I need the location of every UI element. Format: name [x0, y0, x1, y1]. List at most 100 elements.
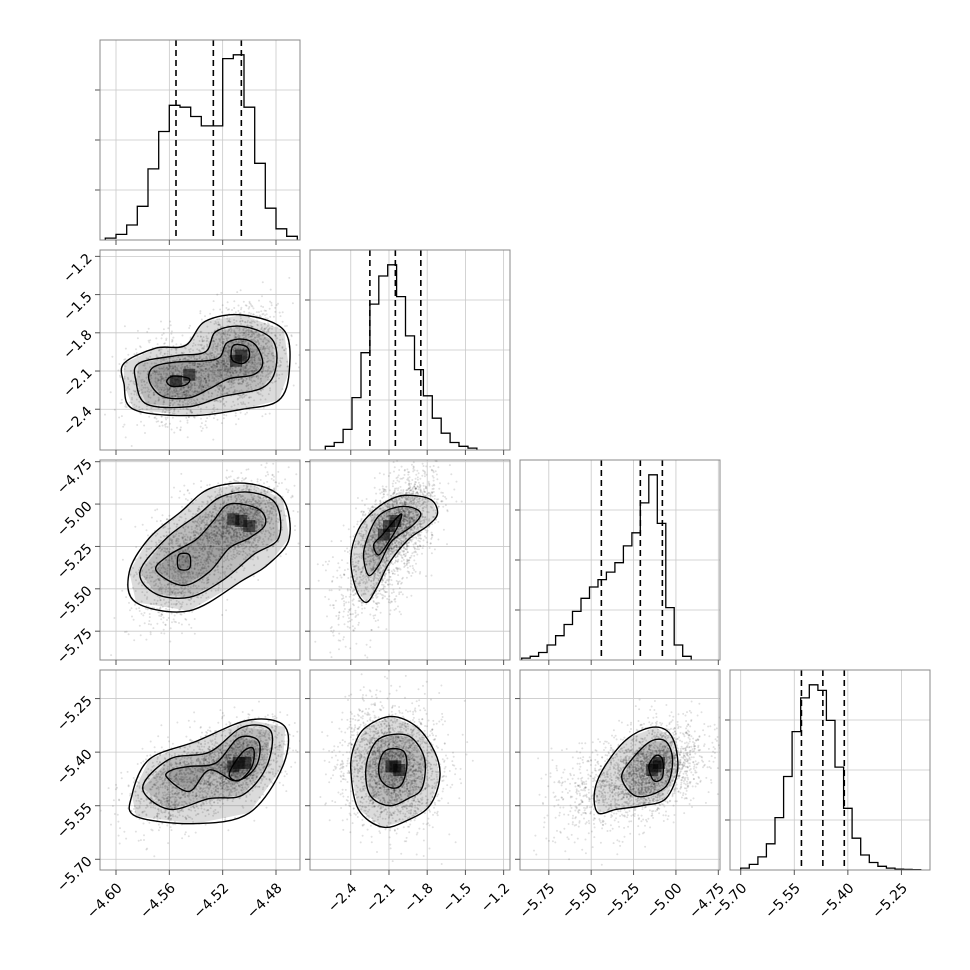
- scatter-point: [227, 349, 230, 352]
- scatter-point: [243, 342, 246, 344]
- scatter-point: [198, 390, 201, 393]
- scatter-point: [242, 372, 245, 375]
- scatter-point: [271, 381, 274, 384]
- scatter-point: [262, 488, 265, 490]
- scatter-point: [197, 366, 199, 369]
- scatter-point: [218, 368, 221, 371]
- scatter-point: [225, 346, 227, 349]
- scatter-point: [242, 367, 245, 370]
- scatter-point: [248, 333, 251, 336]
- scatter-point: [227, 366, 230, 369]
- scatter-point: [249, 383, 252, 386]
- scatter-point: [143, 622, 146, 625]
- scatter-point: [165, 374, 168, 377]
- scatter-point: [249, 367, 252, 370]
- scatter-point: [266, 341, 269, 344]
- scatter-point: [242, 340, 245, 343]
- scatter-point: [229, 334, 232, 337]
- scatter-point: [208, 374, 211, 376]
- scatter-point: [182, 386, 185, 389]
- scatter-point: [194, 390, 196, 393]
- scatter-point: [292, 384, 295, 387]
- scatter-point: [189, 348, 192, 350]
- scatter-point: [194, 382, 196, 385]
- scatter-point: [180, 573, 183, 576]
- scatter-point: [279, 334, 282, 336]
- scatter-point: [199, 355, 202, 358]
- scatter-point: [196, 335, 199, 338]
- scatter-point: [186, 549, 189, 551]
- scatter-point: [240, 395, 243, 398]
- scatter-point: [163, 386, 166, 389]
- scatter-point: [169, 387, 171, 390]
- scatter-point: [200, 417, 202, 420]
- scatter-point: [230, 380, 233, 383]
- scatter-point: [219, 371, 221, 374]
- scatter-point: [251, 361, 254, 364]
- scatter-point: [219, 338, 222, 341]
- scatter-point: [143, 380, 146, 383]
- scatter-point: [248, 329, 251, 332]
- scatter-point: [253, 330, 256, 332]
- scatter-point: [244, 365, 247, 368]
- scatter-point: [233, 341, 236, 344]
- scatter-point: [268, 307, 271, 310]
- scatter-point: [212, 404, 215, 407]
- scatter-point: [222, 362, 225, 365]
- scatter-point: [233, 404, 236, 407]
- scatter-point: [221, 338, 224, 340]
- scatter-point: [176, 394, 179, 397]
- scatter-point: [226, 333, 229, 336]
- scatter-point: [194, 533, 197, 536]
- scatter-point: [160, 348, 163, 351]
- scatter-point: [138, 624, 141, 627]
- scatter-point: [184, 357, 187, 360]
- scatter-point: [229, 374, 232, 377]
- scatter-point: [224, 364, 227, 367]
- scatter-point: [259, 363, 262, 366]
- scatter-point: [165, 339, 168, 342]
- scatter-point: [262, 366, 265, 369]
- scatter-point: [193, 364, 195, 367]
- scatter-point: [167, 601, 170, 604]
- scatter-point: [245, 364, 248, 367]
- scatter-point: [234, 311, 237, 314]
- scatter-point: [171, 373, 174, 376]
- scatter-point: [209, 353, 212, 356]
- scatter-point: [259, 381, 262, 384]
- scatter-point: [244, 379, 247, 382]
- scatter-point: [253, 355, 256, 358]
- scatter-point: [239, 332, 242, 335]
- scatter-point: [267, 330, 269, 333]
- scatter-point: [263, 330, 266, 333]
- scatter-point: [193, 357, 196, 360]
- scatter-point: [210, 392, 213, 395]
- scatter-point: [252, 313, 255, 316]
- scatter-point: [187, 526, 190, 529]
- scatter-point: [242, 336, 245, 339]
- scatter-point: [276, 485, 279, 488]
- scatter-point: [228, 357, 230, 360]
- scatter-point: [207, 375, 210, 378]
- scatter-point: [203, 384, 206, 387]
- scatter-point: [207, 384, 209, 387]
- scatter-point: [216, 360, 219, 363]
- scatter-point: [222, 332, 225, 335]
- scatter-point: [161, 375, 164, 378]
- scatter-point: [190, 411, 193, 414]
- scatter-point: [260, 305, 263, 308]
- scatter-point: [273, 475, 275, 478]
- scatter-point: [129, 380, 132, 383]
- scatter-point: [161, 424, 164, 427]
- scatter-point: [267, 366, 270, 369]
- scatter-point: [237, 309, 240, 312]
- scatter-point: [237, 382, 240, 385]
- scatter-point: [216, 385, 219, 388]
- scatter-point: [193, 403, 196, 406]
- scatter-point: [216, 363, 219, 365]
- density-fill-1-0-2: [124, 315, 290, 416]
- scatter-point: [179, 388, 182, 390]
- scatter-point: [226, 530, 229, 533]
- scatter-point: [258, 314, 261, 317]
- scatter-point: [190, 387, 193, 390]
